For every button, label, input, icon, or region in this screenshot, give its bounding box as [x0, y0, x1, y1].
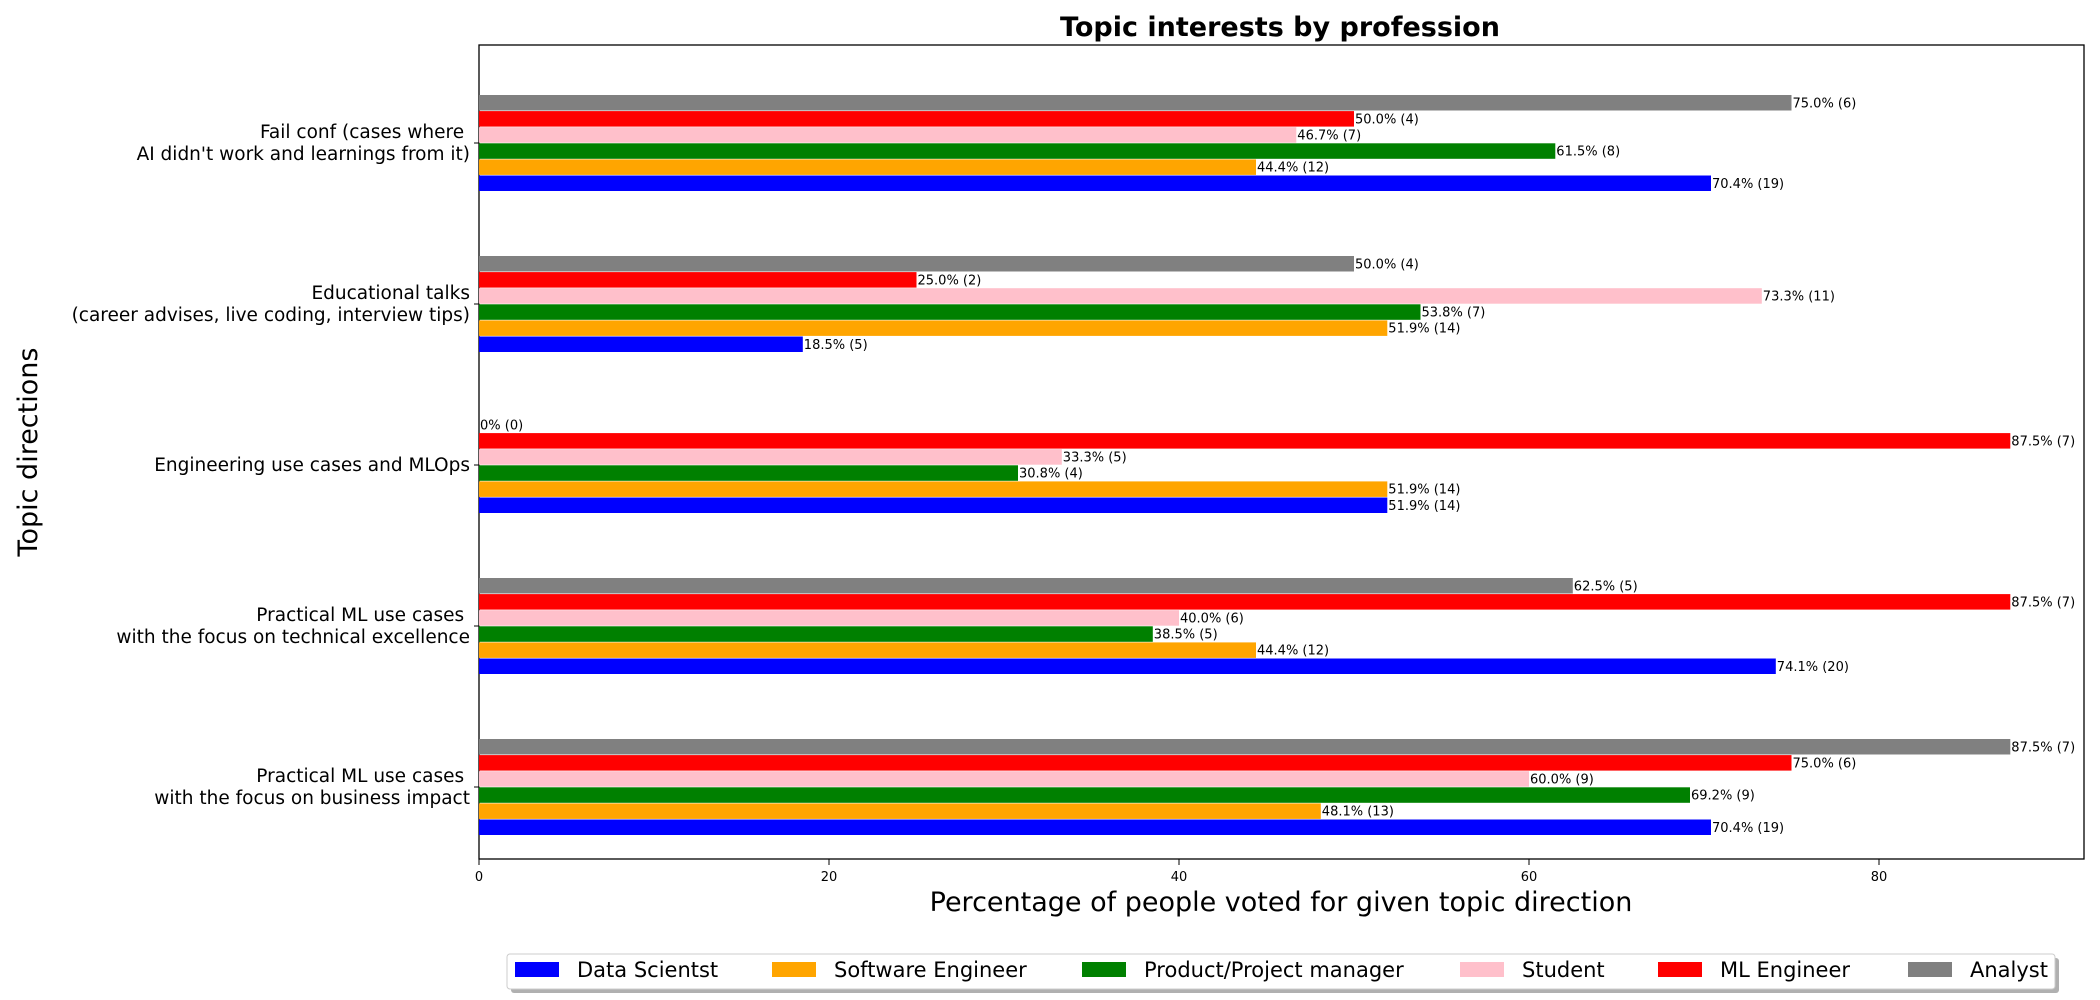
data-labels-group: 70.4% (19)44.4% (12)61.5% (8)46.7% (7)50… — [480, 96, 2075, 836]
bars-group — [479, 95, 2011, 835]
data-label: 62.5% (5) — [1574, 579, 1638, 594]
data-label: 69.2% (9) — [1691, 789, 1755, 804]
bar — [479, 771, 1529, 787]
legend-label: Student — [1522, 958, 1605, 982]
data-label: 74.1% (20) — [1777, 660, 1849, 675]
x-tick-label: 20 — [821, 870, 838, 885]
legend-label: ML Engineer — [1720, 958, 1850, 982]
data-label: 73.3% (11) — [1763, 289, 1835, 304]
x-tick-label: 0 — [475, 870, 483, 885]
data-label: 75.0% (6) — [1793, 96, 1857, 111]
bar — [479, 465, 1018, 481]
bar — [479, 803, 1321, 819]
data-label: 51.9% (14) — [1388, 322, 1460, 337]
bar — [479, 449, 1062, 465]
bar — [479, 739, 2011, 755]
bar — [479, 626, 1153, 642]
bar — [479, 272, 917, 288]
legend-label: Product/Project manager — [1144, 958, 1404, 982]
bar — [479, 111, 1354, 127]
legend-swatch — [1082, 962, 1126, 977]
data-label: 51.9% (14) — [1388, 483, 1460, 498]
bar — [479, 175, 1711, 191]
bar — [479, 320, 1388, 336]
bar — [479, 127, 1297, 143]
legend-label: Analyst — [1970, 958, 2048, 982]
bar — [479, 159, 1256, 175]
bar — [479, 497, 1388, 513]
data-label: 44.4% (12) — [1257, 644, 1329, 659]
bar — [479, 481, 1388, 497]
data-label: 87.5% (7) — [2011, 595, 2075, 610]
y-tick-label: Fail conf (cases where AI didn't work an… — [137, 122, 470, 165]
x-ticks-group: 0 20 40 60 80 — [475, 859, 1887, 885]
bar — [479, 578, 1573, 594]
bar — [479, 610, 1179, 626]
data-label: 51.9% (14) — [1388, 499, 1460, 514]
data-label: 33.3% (5) — [1063, 450, 1127, 465]
y-tick-labels-group: Fail conf (cases where AI didn't work an… — [72, 122, 479, 809]
data-label: 87.5% (7) — [2011, 740, 2075, 755]
y-tick-label: Practical ML use cases with the focus on… — [116, 605, 470, 648]
data-label: 18.5% (5) — [804, 338, 868, 353]
bar — [479, 642, 1256, 658]
bar — [479, 433, 2011, 449]
data-label: 50.0% (4) — [1355, 112, 1419, 127]
data-label: 0% (0) — [480, 418, 523, 433]
data-label: 60.0% (9) — [1530, 773, 1594, 788]
data-label: 38.5% (5) — [1154, 628, 1218, 643]
bar — [479, 819, 1711, 835]
data-label: 46.7% (7) — [1297, 128, 1361, 143]
data-label: 70.4% (19) — [1712, 177, 1784, 192]
data-label: 25.0% (2) — [918, 273, 982, 288]
data-label: 70.4% (19) — [1712, 821, 1784, 836]
x-axis-label: Percentage of people voted for given top… — [930, 887, 1633, 918]
bar — [479, 336, 803, 352]
data-label: 40.0% (6) — [1180, 612, 1244, 627]
chart-title: Topic interests by profession — [1060, 12, 1500, 43]
legend-swatch — [1460, 962, 1504, 977]
data-label: 61.5% (8) — [1556, 145, 1620, 160]
x-tick-label: 80 — [1871, 870, 1888, 885]
y-tick-label: Educational talks (career advises, live c… — [72, 283, 470, 326]
legend-label: Data Scientst — [577, 958, 718, 982]
legend-swatch — [1908, 962, 1952, 977]
legend-label: Software Engineer — [834, 958, 1027, 982]
data-label: 50.0% (4) — [1355, 257, 1419, 272]
bar — [479, 143, 1556, 159]
y-tick-label: Practical ML use cases with the focus on… — [154, 766, 470, 809]
x-tick-label: 60 — [1521, 870, 1538, 885]
y-axis-label: Topic directions — [13, 348, 44, 558]
legend: Data Scientst Software Engineer Product/Pr… — [506, 953, 2059, 993]
data-label: 48.1% (13) — [1322, 805, 1394, 820]
x-tick-label: 40 — [1171, 870, 1188, 885]
bar — [479, 755, 1792, 771]
y-tick-label: Engineering use cases and MLOps — [154, 455, 470, 476]
bar — [479, 594, 2011, 610]
data-label: 53.8% (7) — [1422, 306, 1486, 321]
bar — [479, 787, 1690, 803]
legend-swatch — [772, 962, 816, 977]
legend-swatch — [1658, 962, 1702, 977]
bar — [479, 288, 1762, 304]
data-label: 75.0% (6) — [1793, 756, 1857, 771]
data-label: 87.5% (7) — [2011, 434, 2075, 449]
bar — [479, 658, 1776, 674]
bar — [479, 304, 1421, 320]
data-label: 30.8% (4) — [1019, 467, 1083, 482]
data-label: 44.4% (12) — [1257, 161, 1329, 176]
bar — [479, 95, 1792, 111]
legend-swatch — [515, 962, 559, 977]
bar — [479, 256, 1354, 272]
